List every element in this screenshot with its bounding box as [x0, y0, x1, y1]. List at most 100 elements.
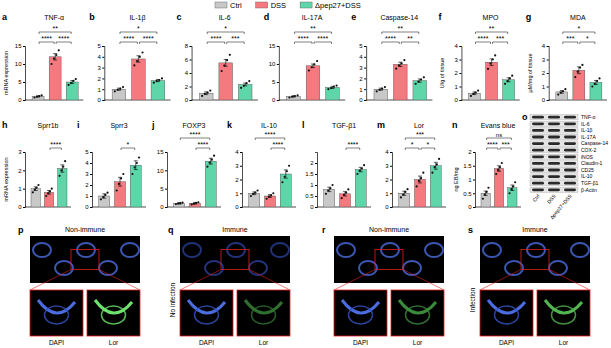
y-tick: 4	[85, 160, 92, 166]
data-point	[221, 70, 223, 72]
data-point	[591, 85, 593, 87]
error-bar	[60, 165, 64, 172]
error-bar	[204, 92, 208, 95]
y-tick-label: 0	[385, 204, 389, 210]
data-point	[431, 172, 433, 174]
panel-title: IL-10	[261, 122, 277, 129]
data-point	[594, 83, 596, 85]
blot-strip	[530, 181, 578, 186]
panel-letter: k	[227, 120, 233, 130]
micrograph-texture	[403, 261, 421, 275]
significance-label: ***	[416, 131, 424, 138]
error-bar	[343, 192, 347, 196]
panel-letter: o	[522, 112, 528, 122]
data-point	[55, 54, 57, 56]
significance-bracket	[346, 148, 360, 150]
blot-strip	[530, 187, 578, 192]
significance-bracket	[476, 32, 508, 34]
significance-label: ***	[496, 35, 504, 42]
y-axis-label: U/g of tissue	[439, 58, 445, 89]
data-point	[288, 96, 290, 98]
error-bar	[53, 54, 57, 60]
y-tick: 2	[455, 70, 462, 76]
data-point	[598, 77, 600, 79]
error-bar	[177, 203, 181, 204]
bar	[66, 82, 78, 100]
data-point	[68, 84, 70, 86]
data-point	[158, 79, 160, 81]
blot-band	[532, 169, 544, 172]
blot-row-label: iNOS	[581, 154, 594, 160]
data-point	[36, 187, 38, 189]
y-tick-label: 0	[185, 97, 189, 103]
error-bar	[327, 187, 331, 191]
y-axis: 00.511.52	[463, 149, 475, 210]
y-tick: 0	[455, 97, 462, 103]
significance-bracket	[580, 42, 595, 44]
micrograph	[180, 236, 290, 283]
y-tick-label: 15	[15, 43, 22, 49]
y-tick: 10	[269, 61, 279, 67]
y-tick-mark	[90, 185, 92, 186]
micrograph-texture	[571, 243, 589, 257]
error-bar	[577, 67, 581, 74]
data-point	[434, 166, 436, 168]
data-point	[72, 80, 74, 82]
image-title: Immune	[222, 226, 247, 233]
data-point	[75, 78, 77, 80]
y-tick: 0	[160, 204, 167, 210]
data-point	[116, 89, 118, 91]
y-tick-mark	[190, 100, 192, 101]
data-point	[347, 188, 349, 190]
y-axis-line	[240, 153, 243, 208]
blot-band	[532, 129, 544, 132]
data-point	[139, 56, 141, 58]
data-point	[38, 95, 40, 97]
micrograph-texture	[45, 306, 69, 324]
significance-bracket	[271, 148, 285, 150]
micrograph-zoom	[237, 290, 290, 336]
data-point	[510, 188, 512, 190]
y-tick: 2	[18, 168, 25, 174]
y-tick: 0	[85, 204, 92, 210]
blot-band	[532, 182, 544, 185]
y-tick: 5	[18, 79, 25, 85]
micrograph-texture	[549, 261, 567, 275]
y-tick-mark	[90, 152, 92, 153]
blot-band	[532, 122, 544, 125]
y-tick-mark	[459, 87, 461, 88]
blot-strip	[530, 121, 578, 126]
data-point	[58, 175, 60, 177]
blot-row-label: COX-2	[581, 147, 597, 153]
y-tick-mark	[277, 46, 279, 47]
data-point	[272, 192, 274, 194]
panel-letter: d	[264, 12, 270, 22]
y-axis-line	[547, 47, 550, 101]
error-bar	[36, 96, 40, 97]
y-tick-label: 0	[455, 97, 459, 103]
y-tick: 0	[359, 97, 366, 103]
error-bar	[560, 91, 564, 94]
data-point	[475, 91, 477, 93]
y-tick-mark	[315, 174, 317, 175]
data-point	[484, 194, 486, 196]
data-point	[420, 78, 422, 80]
y-tick-label: 15	[269, 43, 276, 49]
data-point	[254, 191, 256, 193]
significance-bracket	[207, 32, 244, 34]
micrograph-texture	[33, 243, 51, 257]
micrograph-zoom	[480, 290, 533, 336]
bar	[399, 193, 410, 207]
error-bar	[497, 166, 501, 172]
y-tick-mark	[390, 180, 392, 181]
bar	[486, 62, 498, 100]
data-point	[245, 82, 247, 84]
y-tick: 0	[97, 97, 104, 103]
y-axis-label: mRNA expression	[3, 157, 9, 201]
micrograph-texture	[77, 243, 95, 257]
bar	[413, 81, 427, 100]
y-tick-label: 3	[18, 149, 22, 155]
data-point	[45, 195, 47, 197]
significance-label: ****	[478, 35, 489, 42]
significance-bracket	[382, 32, 419, 34]
